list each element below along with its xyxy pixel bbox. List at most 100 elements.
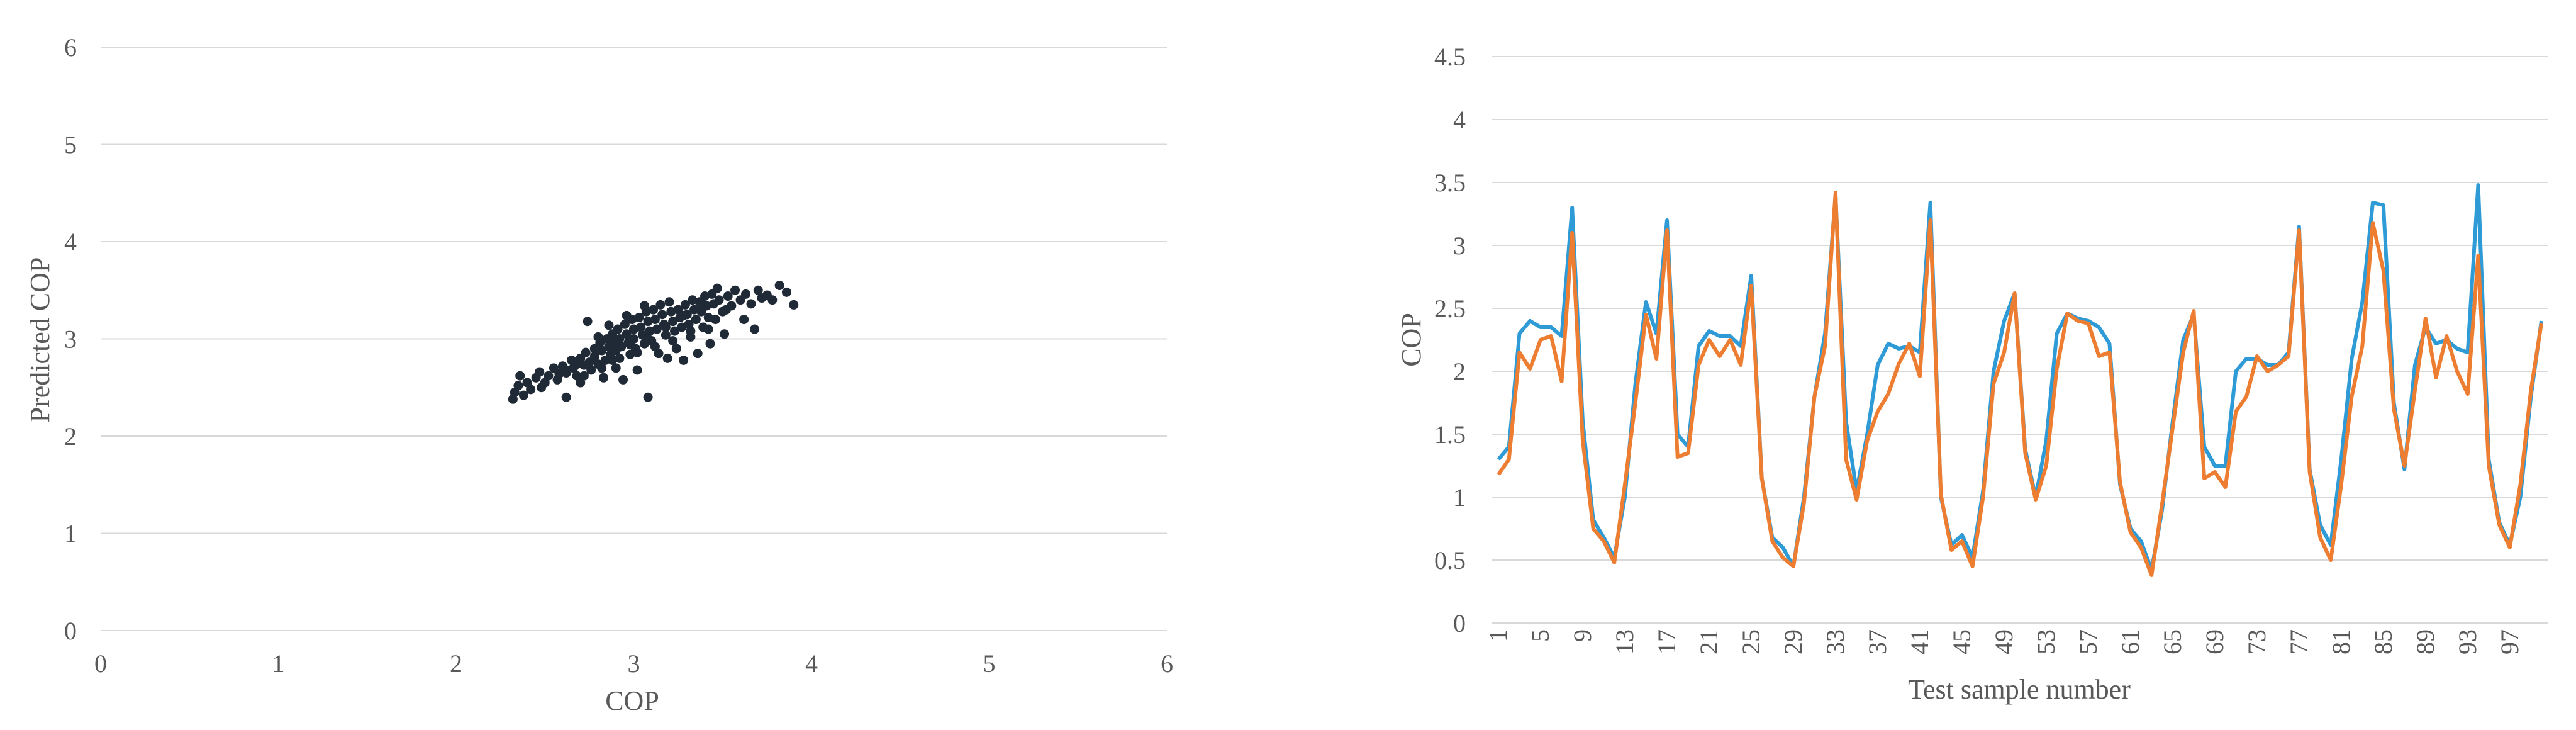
line-y-tick-label: 4.5 [1434,43,1466,71]
scatter-point [664,297,674,307]
scatter-point [739,315,749,325]
scatter-point [723,291,733,301]
line-x-tick-label: 61 [2116,629,2144,654]
line-y-tick-label: 3 [1453,232,1466,260]
scatter-point [750,324,760,334]
line-y-tick-labels: 0 0.5 1 1.5 2 2.5 3 3.5 4 4.5 [1434,43,1466,637]
scatter-point [589,351,599,361]
scatter-point [688,295,698,305]
scatter-point [650,342,660,352]
scatter-point [686,326,696,336]
scatter-point [613,324,623,334]
scatter-x-tick-label: 0 [94,649,107,678]
scatter-point [746,299,756,309]
line-gridlines [1492,56,2548,624]
scatter-point [668,336,678,346]
line-series-group [1497,183,2543,577]
line-x-tick-label: 97 [2495,629,2524,654]
scatter-y-tick-label: 0 [64,617,77,645]
scatter-point [740,289,750,299]
scatter-point [703,324,713,334]
line-x-tick-label: 69 [2200,629,2229,654]
scatter-x-tick-labels: 0 1 2 3 4 5 6 [94,649,1173,678]
scatter-points [508,281,799,404]
scatter-point [650,315,660,325]
scatter-point [518,390,528,400]
line-x-tick-label: 93 [2453,629,2482,654]
scatter-chart: 0 1 2 3 4 5 6 0 1 2 3 4 5 6 COP Predicted COP [25,33,1173,716]
scatter-point [597,345,607,356]
scatter-point [554,369,564,379]
line-x-tick-label: 1 [1484,629,1512,642]
scatter-point [666,306,676,317]
scatter-point [572,359,582,369]
line-x-tick-label: 49 [1990,629,2018,654]
scatter-x-tick-label: 6 [1161,649,1173,678]
scatter-point [767,295,778,305]
scatter-x-axis-title: COP [605,685,659,716]
scatter-point [669,326,679,336]
scatter-point [703,313,713,323]
scatter-y-tick-label: 1 [64,520,77,548]
scatter-point [655,300,666,310]
scatter-point [632,365,642,375]
line-x-tick-label: 29 [1779,629,1807,654]
scatter-gridlines [101,47,1167,631]
scatter-point [515,371,525,381]
line-x-tick-label: 89 [2411,629,2439,654]
line-series-2 [1497,191,2543,577]
scatter-point [616,342,627,352]
scatter-point [789,300,799,310]
scatter-point [611,363,621,373]
scatter-point [696,299,706,309]
scatter-point [583,317,593,327]
line-y-tick-label: 3.5 [1434,169,1466,197]
scatter-point [581,347,591,357]
scatter-point [693,349,703,359]
scatter-point [668,317,678,327]
scatter-point [597,363,607,373]
scatter-point [604,320,614,330]
line-y-tick-label: 0 [1453,609,1466,637]
scatter-point [680,300,690,310]
scatter-point [643,317,653,327]
scatter-point [643,334,653,344]
scatter-point [513,381,523,391]
line-x-axis-title: Test sample number [1908,674,2131,705]
scatter-point [679,355,689,365]
scatter-point [634,313,644,323]
line-y-tick-label: 2 [1453,357,1466,386]
scatter-point [700,291,710,301]
scatter-point [618,374,628,385]
scatter-y-tick-label: 5 [64,131,77,159]
line-x-tick-label: 53 [2032,629,2060,654]
scatter-point [645,326,655,336]
scatter-y-axis-title: Predicted COP [25,257,55,423]
line-x-tick-label: 21 [1695,629,1723,654]
scatter-point [720,329,730,339]
scatter-point [639,301,649,311]
scatter-point [714,295,724,305]
line-chart: 0 0.5 1 1.5 2 2.5 3 3.5 4 4.5 1 5 9 13 17 21 25 29 33 37 41… [1396,43,2548,705]
scatter-point [535,367,545,377]
scatter-point [652,324,662,334]
line-y-axis-title: COP [1396,313,1427,367]
scatter-point [691,315,701,325]
scatter-y-tick-labels: 0 1 2 3 4 5 6 [64,33,77,645]
line-y-tick-label: 1.5 [1434,420,1466,449]
scatter-point [629,324,638,334]
scatter-point [561,392,571,402]
scatter-point [712,283,722,293]
line-x-tick-label: 13 [1610,629,1639,654]
scatter-x-tick-label: 5 [983,649,996,678]
scatter-point [526,385,536,395]
scatter-point [661,322,671,332]
scatter-y-tick-label: 6 [64,33,77,62]
line-x-tick-label: 17 [1653,629,1681,654]
scatter-point [622,329,632,339]
scatter-point [661,330,671,340]
line-x-tick-labels: 1 5 9 13 17 21 25 29 33 37 41 45 49 53 57 61 65 69 73 77 81 8… [1484,629,2524,654]
line-x-tick-label: 81 [2327,629,2355,654]
line-x-tick-label: 25 [1737,629,1765,654]
scatter-point [625,340,635,350]
